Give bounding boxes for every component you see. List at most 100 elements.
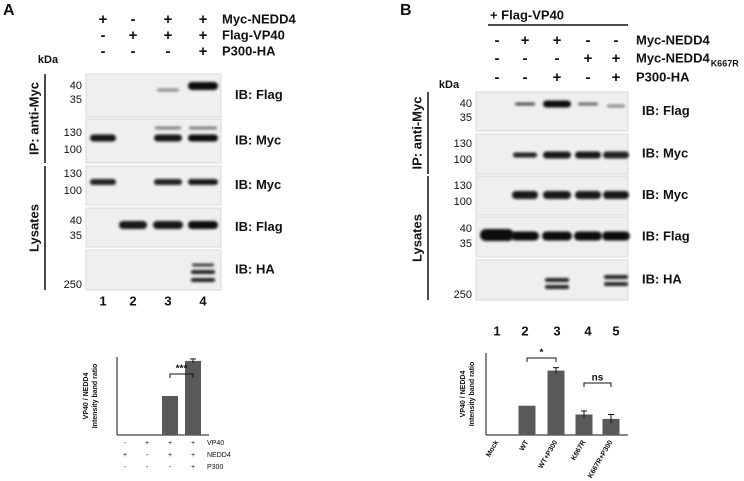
lane-number: 4 [199,293,207,308]
y-axis-label: Intensity band ratio [469,362,476,427]
band [513,152,537,158]
marker-label: 250 [64,279,82,291]
x-tick-label: Mock [485,439,500,458]
x-tick-label: K667R [570,439,587,461]
sign: - [495,69,500,86]
blot [85,165,222,206]
condition-sign: + [123,452,127,459]
condition-sign: - [169,464,172,471]
band [604,282,628,286]
significance-label: * [540,348,544,359]
marker-label: 40 [460,223,472,235]
marker-label: 35 [70,230,82,242]
condition-label: Myc-NEDD4 [636,32,710,47]
sign: - [586,69,591,86]
condition-label: Myc-NEDD4 [222,11,296,26]
marker-label: 40 [70,215,82,227]
marker-label: 130 [454,180,472,192]
band [480,229,514,241]
band [607,104,625,108]
band [542,231,572,241]
condition-label: Flag-VP40 [222,27,285,42]
sign: + [164,27,173,44]
condition-label: NEDD4 [207,452,231,459]
group-label: IP: anti-Myc [409,97,424,170]
condition-sign: + [168,452,172,459]
band [543,191,571,199]
band [545,278,569,282]
band [154,134,182,142]
sign: + [612,69,621,86]
band [515,102,535,106]
band [90,134,116,142]
band [575,151,601,159]
band [545,285,569,289]
band [574,231,602,241]
marker-label: 35 [70,94,82,106]
bar [575,414,593,435]
marker-label: 100 [454,196,472,208]
condition-sign: + [168,440,172,447]
y-axis-label: Intensity band ratio [92,364,99,429]
band [603,191,629,199]
group-label: IP: anti-Myc [26,82,41,155]
band [188,134,218,142]
blot-label: IB: Myc [235,132,281,147]
sign: - [101,27,106,44]
band [543,100,571,108]
condition-sign: + [145,440,149,447]
lane-number: 2 [129,293,136,308]
blot-label: IB: Myc [235,177,281,192]
x-tick-label: K667R+P300 [587,439,614,479]
marker-label: 40 [70,80,82,92]
sign: + [199,43,208,60]
marker-label: 130 [454,138,472,150]
condition-label: P300-HA [636,69,690,84]
band [603,151,629,159]
sign: - [495,50,500,67]
marker-label: 130 [64,168,82,180]
band [153,221,183,229]
lane-number: 5 [612,323,619,338]
sign: + [164,11,173,28]
sign: - [523,50,528,67]
condition-sign: + [191,452,195,459]
band [189,126,217,130]
condition-sign: - [146,464,149,471]
sign: - [101,43,106,60]
bar [162,396,178,435]
sign: + [553,69,562,86]
marker-label: 40 [460,98,472,110]
marker-label: 35 [460,112,472,124]
sign: - [495,32,500,49]
sign: - [614,32,619,49]
sign: - [523,69,528,86]
condition-label: VP40 [207,440,224,447]
band [512,191,538,199]
condition-label: Myc-NEDD4 [636,50,710,65]
significance-bracket [169,373,194,378]
group-label: Lysates [409,214,424,262]
band [575,191,601,199]
sign: - [586,32,591,49]
significance-bracket [583,382,612,387]
blot-label: IB: HA [642,271,682,286]
band [543,151,571,159]
band [157,88,179,92]
blot-label: IB: Flag [642,103,690,118]
marker-label: 35 [460,238,472,250]
x-tick-label: WT [519,439,531,453]
sign: - [555,50,560,67]
panel-label: A [3,2,15,19]
sign: + [521,32,530,49]
band [578,102,598,106]
sign: - [131,43,136,60]
condition-sign: - [146,452,149,459]
y-axis-label: VP40 / NEDD4 [460,371,467,418]
sign: + [129,27,138,44]
blot-label: IB: Flag [235,219,283,234]
sign: - [131,11,136,28]
bar [185,360,201,435]
band [188,221,218,229]
